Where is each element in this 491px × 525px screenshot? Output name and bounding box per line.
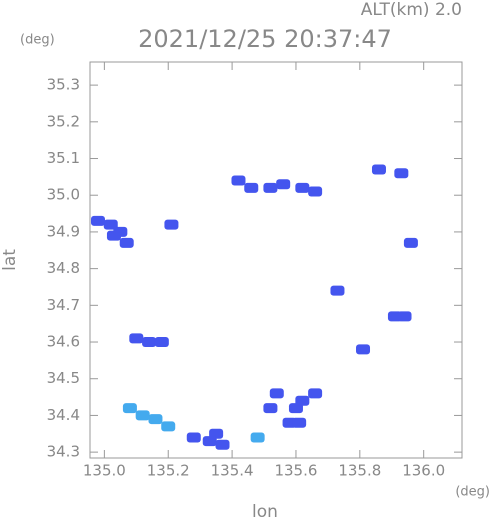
echo bbox=[276, 179, 291, 190]
plot-frame bbox=[89, 61, 463, 459]
x-tick-label: 135.4 bbox=[211, 462, 254, 480]
echo bbox=[295, 395, 310, 406]
echo bbox=[269, 388, 284, 399]
x-tick-label: 135.0 bbox=[83, 462, 126, 480]
echo bbox=[103, 219, 118, 230]
echo bbox=[356, 344, 371, 355]
x-unit: (deg) bbox=[455, 485, 490, 500]
y-tick-label: 35.2 bbox=[47, 112, 80, 130]
x-tick-label: 135.6 bbox=[274, 462, 317, 480]
echo bbox=[263, 182, 278, 193]
y-tick-label: 34.4 bbox=[47, 406, 80, 424]
y-tick-label: 34.8 bbox=[47, 259, 80, 277]
echo bbox=[142, 337, 157, 348]
echo bbox=[209, 428, 224, 439]
y-tick-label: 34.6 bbox=[47, 333, 80, 351]
x-tick-label: 135.8 bbox=[338, 462, 381, 480]
echo bbox=[397, 311, 412, 322]
echo bbox=[250, 432, 265, 443]
echo bbox=[129, 333, 144, 344]
y-tick-label: 35.0 bbox=[47, 186, 80, 204]
echo bbox=[371, 164, 386, 175]
echo bbox=[403, 237, 418, 248]
echo bbox=[295, 182, 310, 193]
y-tick-label: 34.9 bbox=[47, 222, 80, 240]
echo bbox=[231, 175, 246, 186]
y-unit: (deg) bbox=[20, 33, 55, 48]
echo bbox=[394, 168, 409, 179]
altitude: ALT(km) 2.0 bbox=[361, 0, 462, 20]
echo bbox=[119, 237, 134, 248]
echo bbox=[135, 410, 150, 421]
x-tick-label: 136.0 bbox=[402, 462, 445, 480]
y-tick-label: 34.7 bbox=[47, 296, 80, 314]
echo bbox=[90, 215, 105, 226]
echo bbox=[148, 414, 163, 425]
echo bbox=[215, 439, 230, 450]
echo bbox=[122, 403, 137, 414]
y-label: lat bbox=[0, 249, 20, 271]
echo bbox=[164, 219, 179, 230]
y-tick-label: 34.3 bbox=[47, 443, 80, 461]
x-tick-label: 135.2 bbox=[147, 462, 190, 480]
echo bbox=[292, 417, 307, 428]
echo bbox=[308, 388, 323, 399]
y-tick-label: 35.1 bbox=[47, 149, 80, 167]
x-label: lon bbox=[252, 502, 278, 521]
echo bbox=[308, 186, 323, 197]
echo bbox=[106, 230, 121, 241]
echo bbox=[154, 337, 169, 348]
chart-title: 2021/12/25 20:37:47 bbox=[138, 25, 392, 53]
echo bbox=[330, 285, 345, 296]
echo bbox=[263, 403, 278, 414]
echo bbox=[161, 421, 176, 432]
y-tick-label: 34.5 bbox=[47, 369, 80, 387]
y-tick-label: 35.3 bbox=[47, 76, 80, 94]
echo bbox=[186, 432, 201, 443]
echo bbox=[244, 182, 259, 193]
